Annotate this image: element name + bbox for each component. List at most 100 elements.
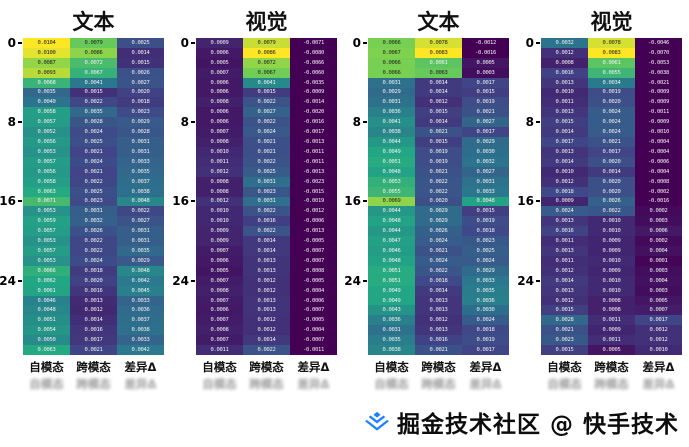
heatmap-cell: 0.0015 — [415, 137, 462, 147]
heatmap-cell: 0.0014 — [70, 315, 117, 326]
heatmap-row: 0.0009 0.0014 -0.0005 — [196, 236, 337, 247]
heatmap-row: 0.0048 0.0024 0.0024 — [368, 255, 509, 266]
heatmap-cell: 0.0008 — [541, 57, 588, 68]
heatmap-cell: 0.0014 — [588, 166, 635, 177]
heatmap-cell: -0.0053 — [635, 57, 682, 68]
heatmap-cell: 0.0031 — [243, 176, 290, 187]
heatmap-cell: 0.0016 — [415, 335, 462, 346]
heatmap-row: 0.0048 0.0021 0.0027 — [368, 166, 509, 177]
heatmap-cell: 0.0006 — [196, 117, 243, 128]
heatmap-cell: 0.0033 — [117, 295, 164, 306]
heatmap-cell: 0.0038 — [117, 186, 164, 197]
heatmap-cell: 0.0003 — [635, 265, 682, 276]
heatmap-cell: 0.0048 — [368, 255, 415, 266]
heatmap-row: 0.0059 0.0032 0.0027 — [23, 216, 164, 227]
heatmap-cell: -0.0013 — [290, 226, 337, 237]
heatmap-cell: 0.0087 — [23, 57, 70, 68]
heatmap-cell: 0.0008 — [196, 285, 243, 296]
heatmap-cell: 0.0014 — [415, 77, 462, 88]
heatmap-row: 0.0046 0.0013 0.0033 — [23, 295, 164, 306]
heatmap-cell: 0.0011 — [541, 97, 588, 108]
heatmap-cell: 0.0104 — [23, 38, 70, 48]
heatmap-row: 0.0057 0.0028 0.0029 — [23, 117, 164, 128]
heatmap-cell: 0.0032 — [541, 38, 588, 48]
heatmap-cell: 0.0007 — [196, 295, 243, 306]
heatmap-cell: 0.0020 — [588, 97, 635, 108]
heatmap-cell: 0.0010 — [541, 87, 588, 98]
heatmap-cell: 0.0008 — [588, 295, 635, 306]
heatmap-cell: 0.0028 — [70, 117, 117, 128]
heatmap-row: 0.0013 0.0010 0.0003 — [541, 216, 682, 227]
x-label-self-modality: 自模态 — [29, 360, 64, 374]
x-label-self-modality: 自模态 — [202, 360, 237, 374]
heatmap-cell: 0.0067 — [70, 67, 117, 78]
heatmap-cell: 0.0042 — [117, 275, 164, 286]
heatmap-cell: 0.0013 — [243, 255, 290, 266]
heatmap-cell: 0.0015 — [541, 117, 588, 128]
heatmap-cell: 0.0029 — [117, 255, 164, 266]
y-tick-label: 8 — [353, 115, 367, 129]
heatmap-row: 0.0053 0.0021 0.0031 — [23, 146, 164, 157]
heatmap-cell: 0.0007 — [196, 275, 243, 286]
heatmap-cell: 0.0006 — [196, 255, 243, 266]
heatmap-row: 0.0031 0.0012 0.0019 — [368, 97, 509, 108]
heatmap-cell: 0.0008 — [196, 137, 243, 147]
heatmap-cell: 0.0013 — [541, 146, 588, 157]
heatmap-cell: 0.0057 — [23, 156, 70, 167]
heatmap-cell: 0.0024 — [462, 255, 509, 266]
heatmap-cell: 0.0022 — [70, 246, 117, 256]
heatmap-cell: 0.0008 — [196, 97, 243, 108]
heatmap-cell: 0.0058 — [23, 107, 70, 118]
heatmap-cell: 0.0011 — [196, 156, 243, 167]
heatmap-cell: 0.0007 — [196, 335, 243, 346]
heatmap-row: 0.0056 0.0025 0.0031 — [23, 137, 164, 147]
heatmap-cell: 0.0012 — [541, 295, 588, 306]
heatmap-cell: 0.0078 — [588, 38, 635, 48]
heatmap-row: 0.0038 0.0021 0.0017 — [368, 127, 509, 138]
heatmap-row: 0.0010 0.0016 -0.0006 — [196, 216, 337, 227]
heatmap-row: 0.0014 0.0024 -0.0010 — [541, 127, 682, 138]
heatmap-cell: 0.0053 — [23, 206, 70, 217]
heatmap-cell: 0.0072 — [70, 57, 117, 68]
heatmap-cell: 0.0022 — [243, 97, 290, 108]
heatmap-cell: -0.0011 — [290, 156, 337, 167]
heatmap-cell: 0.0003 — [635, 285, 682, 296]
heatmap-cell: 0.0032 — [70, 216, 117, 227]
y-axis: 0 8 16 24 — [0, 36, 23, 355]
heatmap-cell: 0.0011 — [588, 315, 635, 326]
y-tick-label: 16 — [517, 194, 540, 208]
heatmap-cell: 0.0018 — [462, 226, 509, 237]
heatmap-cell: 0.0020 — [117, 87, 164, 98]
heatmap-cell: 0.0059 — [23, 216, 70, 227]
heatmap-cell: -0.0046 — [635, 38, 682, 48]
heatmap-cell: 0.0011 — [588, 335, 635, 346]
heatmap-cell: 0.0058 — [23, 176, 70, 187]
heatmap-cell: 0.0009 — [196, 236, 243, 247]
heatmap-cell: 0.0015 — [462, 87, 509, 98]
heatmap-row: 0.0051 0.0014 0.0037 — [23, 315, 164, 326]
heatmap-cell: 0.0031 — [368, 325, 415, 336]
heatmap-cell: 0.0027 — [243, 107, 290, 118]
heatmap-row: 0.0010 0.0014 -0.0004 — [541, 166, 682, 177]
heatmap-cell: -0.0080 — [290, 47, 337, 58]
heatmap-cell: -0.0012 — [462, 38, 509, 48]
heatmap-cell: 0.0024 — [588, 107, 635, 118]
heatmap-cell: 0.0021 — [70, 146, 117, 157]
x-label-cross-modality: 跨模态 — [421, 360, 456, 374]
heatmap-cell: 0.0006 — [196, 47, 243, 58]
heatmap-cell: 0.0009 — [196, 38, 243, 48]
heatmap-cell: 0.0035 — [117, 166, 164, 177]
heatmap-cell: -0.0008 — [635, 176, 682, 187]
heatmap-row: 0.0066 0.0061 0.0005 — [368, 57, 509, 68]
heatmap-cell: 0.0007 — [196, 67, 243, 78]
heatmap-cell: 0.0066 — [368, 67, 415, 78]
heatmap-cell: -0.0071 — [290, 38, 337, 48]
watermark-text: 掘金技术社区 @ 快手技术 — [396, 412, 679, 438]
heatmap-row: 0.0053 0.0022 0.0031 — [23, 236, 164, 247]
heatmap-row: 0.0048 0.0012 0.0036 — [23, 305, 164, 316]
heatmap-row: 0.0012 0.0025 -0.0013 — [196, 166, 337, 177]
heatmap-row: 0.0010 0.0022 -0.0012 — [196, 206, 337, 217]
heatmap-row: 0.0031 0.0014 0.0017 — [368, 77, 509, 88]
heatmap-cell: 0.0079 — [70, 38, 117, 48]
heatmap-row: 0.0015 0.0024 -0.0009 — [541, 117, 682, 128]
